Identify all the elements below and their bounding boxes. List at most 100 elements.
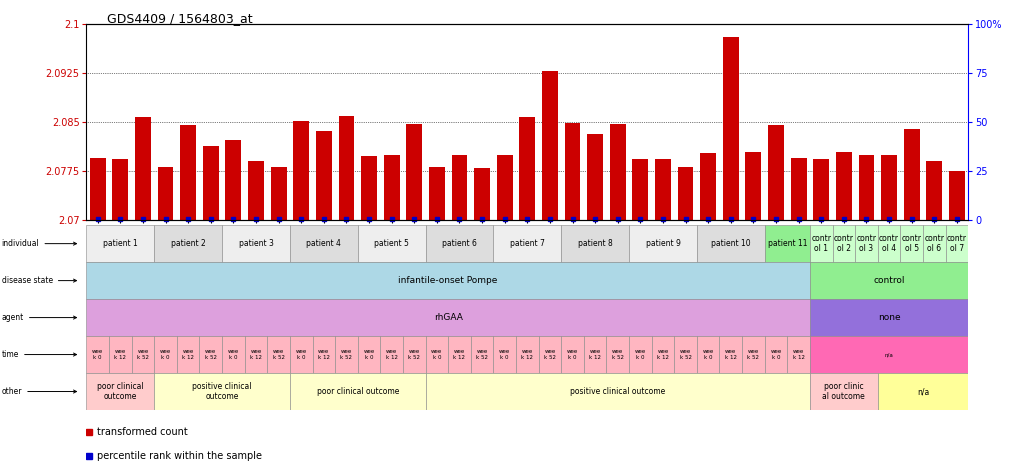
Bar <box>542 71 558 220</box>
Bar <box>768 125 784 220</box>
Text: patient 9: patient 9 <box>646 239 680 248</box>
Text: patient 11: patient 11 <box>768 239 807 248</box>
Text: agent: agent <box>2 313 76 322</box>
Bar <box>814 159 829 220</box>
Bar <box>158 167 174 220</box>
Text: patient 7: patient 7 <box>510 239 545 248</box>
Bar <box>810 225 833 262</box>
Text: n/a: n/a <box>917 387 930 396</box>
Bar <box>448 336 471 373</box>
Bar <box>697 336 719 373</box>
Text: wee
k 12: wee k 12 <box>182 349 194 360</box>
Bar <box>630 336 652 373</box>
Bar <box>878 373 968 410</box>
Text: rhGAA: rhGAA <box>433 313 463 322</box>
Text: other: other <box>2 387 76 396</box>
Bar <box>810 373 878 410</box>
Text: patient 10: patient 10 <box>711 239 751 248</box>
Text: contr
ol 5: contr ol 5 <box>902 234 921 253</box>
Text: wee
k 0: wee k 0 <box>93 349 104 360</box>
Bar <box>742 336 765 373</box>
Bar <box>723 37 738 220</box>
Text: contr
ol 3: contr ol 3 <box>856 234 877 253</box>
Text: wee
k 52: wee k 52 <box>476 349 488 360</box>
Bar <box>520 117 535 220</box>
Text: wee
k 12: wee k 12 <box>114 349 126 360</box>
Bar <box>858 155 875 220</box>
Text: wee
k 52: wee k 52 <box>273 349 285 360</box>
Bar <box>155 373 290 410</box>
Text: patient 2: patient 2 <box>171 239 205 248</box>
Bar <box>86 299 810 336</box>
Bar <box>790 158 806 220</box>
Text: wee
k 0: wee k 0 <box>635 349 646 360</box>
Text: wee
k 0: wee k 0 <box>499 349 511 360</box>
Bar <box>316 131 332 220</box>
Bar <box>425 336 448 373</box>
Text: none: none <box>878 313 900 322</box>
Bar <box>113 159 128 220</box>
Bar <box>407 124 422 220</box>
Bar <box>452 155 468 220</box>
Bar <box>290 225 358 262</box>
Text: patient 8: patient 8 <box>578 239 612 248</box>
Text: wee
k 52: wee k 52 <box>747 349 760 360</box>
Text: infantile-onset Pompe: infantile-onset Pompe <box>399 276 498 285</box>
Bar <box>155 225 222 262</box>
Bar <box>923 225 946 262</box>
Bar <box>765 225 810 262</box>
Text: poor clinical
outcome: poor clinical outcome <box>97 382 143 401</box>
Bar <box>109 336 131 373</box>
Text: individual: individual <box>2 239 76 248</box>
Bar <box>425 225 493 262</box>
Text: wee
k 0: wee k 0 <box>363 349 374 360</box>
Bar <box>946 225 968 262</box>
Text: wee
k 0: wee k 0 <box>296 349 307 360</box>
Text: wee
k 0: wee k 0 <box>431 349 442 360</box>
Text: patient 1: patient 1 <box>103 239 137 248</box>
Bar <box>199 336 222 373</box>
Text: wee
k 0: wee k 0 <box>703 349 714 360</box>
Text: wee
k 12: wee k 12 <box>318 349 330 360</box>
Bar <box>312 336 336 373</box>
Bar <box>471 336 493 373</box>
Bar <box>425 373 810 410</box>
Bar <box>900 225 923 262</box>
Bar <box>271 167 287 220</box>
Bar <box>267 336 290 373</box>
Bar <box>516 336 539 373</box>
Bar <box>810 262 968 299</box>
Bar <box>855 225 878 262</box>
Text: contr
ol 2: contr ol 2 <box>834 234 854 253</box>
Bar <box>358 225 425 262</box>
Bar <box>701 153 716 220</box>
Text: wee
k 52: wee k 52 <box>544 349 556 360</box>
Text: time: time <box>2 350 76 359</box>
Bar <box>561 225 630 262</box>
Bar <box>677 167 694 220</box>
Bar <box>561 336 584 373</box>
Text: GDS4409 / 1564803_at: GDS4409 / 1564803_at <box>107 12 252 25</box>
Bar <box>336 336 358 373</box>
Bar <box>655 159 671 220</box>
Bar <box>810 336 968 373</box>
Text: wee
k 52: wee k 52 <box>341 349 353 360</box>
Text: wee
k 12: wee k 12 <box>385 349 398 360</box>
Bar <box>245 336 267 373</box>
Bar <box>248 161 264 220</box>
Text: wee
k 0: wee k 0 <box>160 349 171 360</box>
Bar <box>610 124 625 220</box>
Bar <box>878 225 900 262</box>
Bar <box>86 373 155 410</box>
Text: positive clinical
outcome: positive clinical outcome <box>192 382 252 401</box>
Bar <box>926 161 942 220</box>
Bar <box>587 134 603 220</box>
Bar <box>697 225 765 262</box>
Bar <box>833 225 855 262</box>
Bar <box>202 146 219 220</box>
Bar <box>564 123 581 220</box>
Text: patient 5: patient 5 <box>374 239 409 248</box>
Bar <box>787 336 810 373</box>
Text: percentile rank within the sample: percentile rank within the sample <box>97 451 262 461</box>
Bar <box>380 336 403 373</box>
